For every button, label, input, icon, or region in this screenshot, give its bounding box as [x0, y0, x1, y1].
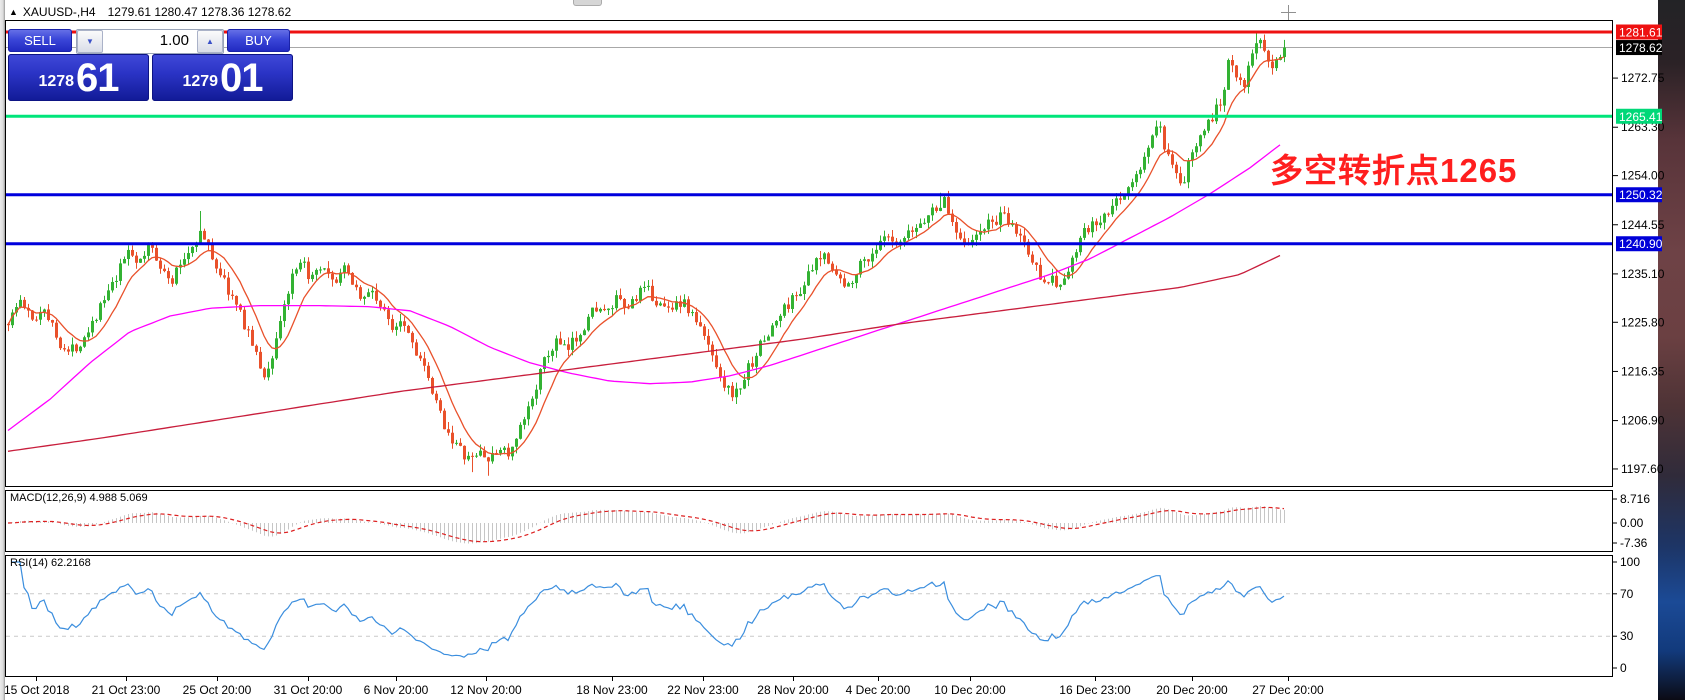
date-tick-label: 22 Nov 23:00: [667, 683, 739, 697]
date-tick-label: 27 Dec 20:00: [1252, 683, 1324, 697]
date-tick-label: 21 Oct 23:00: [92, 683, 161, 697]
crosshair-cursor-icon: [1281, 5, 1296, 20]
ask-price-main: 1279: [182, 73, 219, 90]
ask-price-pips: 01: [220, 56, 263, 100]
date-tick-label: 16 Dec 23:00: [1059, 683, 1131, 697]
date-tick-label: 20 Dec 20:00: [1156, 683, 1228, 697]
rsi-axis-label: 30: [1620, 629, 1634, 643]
desktop-background-strip: [1658, 0, 1685, 700]
sell-button[interactable]: SELL: [8, 29, 72, 52]
rsi-axis-label: 0: [1620, 661, 1627, 675]
price-tick-label: 1254.00: [1621, 169, 1665, 183]
price-level-label: 1265.41: [1619, 110, 1663, 124]
date-tick-label: 15 Oct 2018: [4, 683, 70, 697]
macd-axis-label: 0.00: [1620, 516, 1644, 530]
rsi-panel: [5, 555, 1613, 677]
date-tick-label: 31 Oct 20:00: [274, 683, 343, 697]
scrollbar-thumb[interactable]: [573, 0, 602, 6]
price-tick-label: 1216.35: [1621, 364, 1665, 378]
price-plot-area: [6, 32, 1612, 476]
price-tick-label: 1197.60: [1621, 462, 1664, 476]
ask-price-box[interactable]: 1279 01: [152, 54, 293, 101]
ohlc-values: 1279.61 1280.47 1278.36 1278.62: [107, 5, 292, 19]
volume-increase-icon[interactable]: ▲: [197, 30, 223, 53]
date-tick-label: 25 Oct 20:00: [183, 683, 252, 697]
price-level-label: 1281.61: [1619, 26, 1663, 40]
volume-decrease-icon[interactable]: ▼: [77, 30, 103, 53]
date-tick-label: 28 Nov 20:00: [757, 683, 829, 697]
price-tick-label: 1235.10: [1621, 267, 1665, 281]
rsi-plot-area: [6, 561, 1612, 658]
volume-input[interactable]: 1.00: [159, 32, 189, 49]
price-level-label: 1278.62: [1619, 41, 1663, 55]
chart-title: ▲ XAUUSD-,H4 1279.61 1280.47 1278.36 1278.…: [9, 5, 291, 19]
one-click-trading-panel: SELL ▼ 1.00 ▲ BUY 1278 61 1279 01: [8, 29, 293, 101]
price-tick-label: 1225.80: [1621, 315, 1665, 329]
date-tick-label: 18 Nov 23:00: [576, 683, 648, 697]
rsi-axis-label: 70: [1620, 587, 1634, 601]
price-tick-label: 1272.75: [1621, 71, 1665, 85]
macd-axis-label: -7.36: [1620, 536, 1648, 550]
price-level-label: 1250.32: [1619, 188, 1663, 202]
buy-button[interactable]: BUY: [227, 29, 290, 52]
date-tick-label: 6 Nov 20:00: [364, 683, 429, 697]
date-tick-label: 12 Nov 20:00: [450, 683, 522, 697]
price-axis[interactable]: 1272.751263.301254.001244.551235.101225.…: [1613, 24, 1665, 676]
collapse-panel-icon[interactable]: ▲: [9, 7, 18, 17]
macd-axis-label: 8.716: [1620, 492, 1650, 506]
date-axis[interactable]: 15 Oct 2018 21 Oct 23:00 25 Oct 20:00 31 Oc…: [4, 677, 1324, 697]
date-tick-label: 10 Dec 20:00: [934, 683, 1006, 697]
chart-text-annotation: 多空转折点1265: [1270, 152, 1518, 189]
rsi-axis-label: 100: [1620, 555, 1640, 569]
price-tick-label: 1206.90: [1621, 414, 1665, 428]
bid-price-main: 1278: [38, 73, 75, 90]
window-left-border: [0, 0, 5, 700]
bid-price-box[interactable]: 1278 61: [8, 54, 149, 101]
macd-indicator-label: MACD(12,26,9) 4.988 5.069: [10, 492, 148, 504]
bid-price-pips: 61: [76, 56, 119, 100]
rsi-indicator-label: RSI(14) 62.2168: [10, 557, 91, 569]
volume-spinner: ▼ 1.00 ▲: [76, 29, 224, 54]
date-tick-label: 4 Dec 20:00: [846, 683, 911, 697]
price-tick-label: 1244.55: [1621, 218, 1665, 232]
macd-plot-area: [7, 506, 1285, 544]
symbol-period-label: XAUUSD-,H4: [22, 5, 96, 19]
price-level-label: 1240.90: [1619, 237, 1663, 251]
